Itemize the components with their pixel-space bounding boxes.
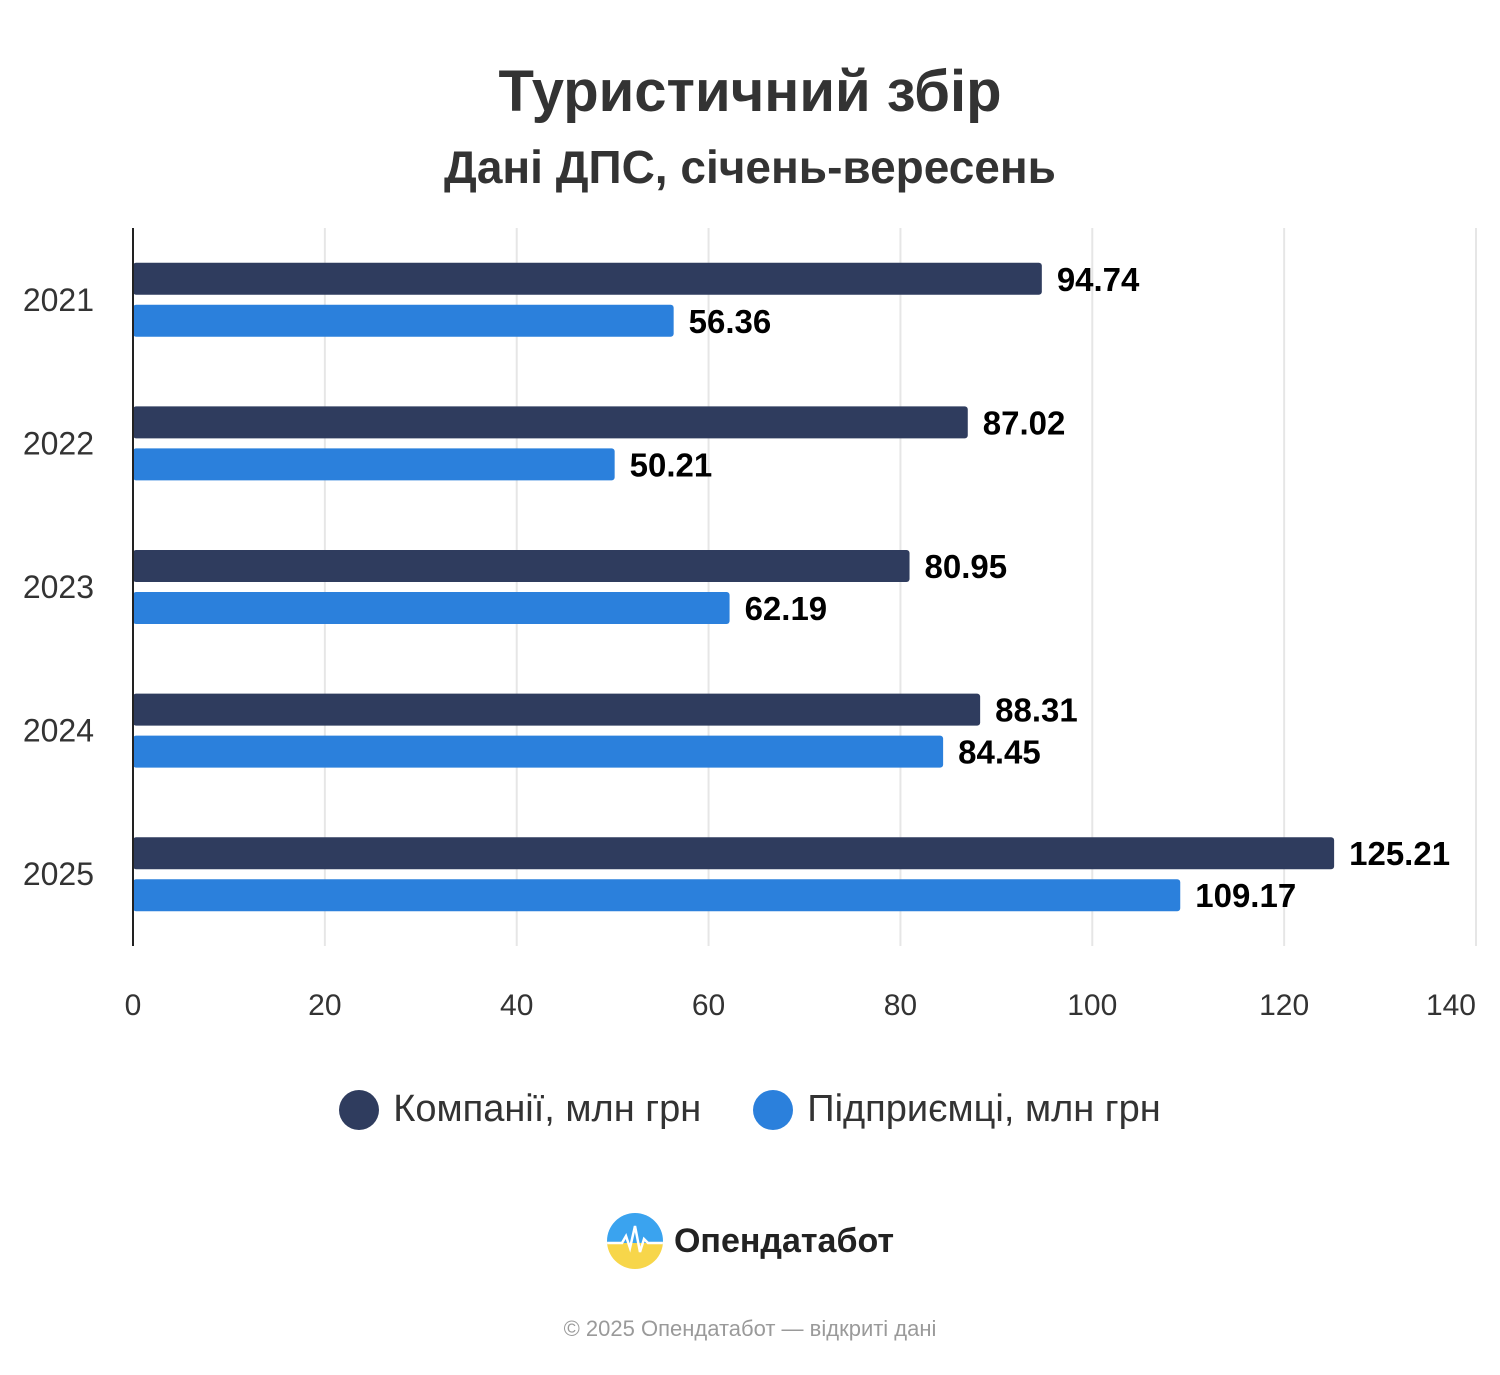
- x-tick-label: 60: [692, 989, 725, 1022]
- footer-credit: © 2025 Опендатабот — відкриті дані: [563, 1316, 937, 1341]
- category-label-2022: 2022: [23, 425, 94, 461]
- bar-entrepreneurs-2021[interactable]: [133, 304, 674, 337]
- brand-mark: Опендатабот: [0, 1212, 1500, 1270]
- data-label: 109.17: [1195, 877, 1296, 914]
- category-label-2023: 2023: [23, 569, 94, 605]
- bars: [133, 262, 1335, 912]
- opendatabot-logo-icon: [606, 1213, 663, 1269]
- data-label: 125.21: [1349, 835, 1450, 872]
- data-label: 94.74: [1057, 261, 1140, 298]
- x-tick-label: 140: [1426, 989, 1476, 1022]
- category-label-2024: 2024: [23, 713, 94, 749]
- legend-item-companies[interactable]: Компанії, млн грн: [339, 1088, 701, 1131]
- category-labels: 2021 2022 2023 2024 2025: [23, 282, 94, 892]
- brand-name: Опендатабот: [673, 1221, 895, 1260]
- data-label: 88.31: [995, 692, 1078, 729]
- data-label: 87.02: [983, 404, 1066, 441]
- bar-companies-2022[interactable]: [133, 406, 968, 439]
- bar-entrepreneurs-2023[interactable]: [133, 592, 730, 624]
- x-tick-label: 120: [1259, 989, 1309, 1022]
- x-tick-label: 40: [500, 989, 533, 1022]
- data-label: 84.45: [958, 734, 1041, 771]
- legend-label-companies: Компанії, млн грн: [393, 1088, 702, 1130]
- category-label-2021: 2021: [23, 282, 94, 318]
- legend: Компанії, млн грн Підприємці, млн грн: [0, 1088, 1500, 1131]
- legend-item-entrepreneurs[interactable]: Підприємці, млн грн: [753, 1088, 1161, 1131]
- bar-entrepreneurs-2024[interactable]: [133, 735, 944, 768]
- bar-companies-2024[interactable]: [133, 693, 981, 726]
- bar-entrepreneurs-2022[interactable]: [133, 448, 615, 481]
- data-label: 80.95: [925, 548, 1008, 585]
- data-label: 62.19: [745, 590, 828, 627]
- data-label: 50.21: [630, 446, 713, 483]
- x-tick-label: 20: [308, 989, 341, 1022]
- chart-title: Туристичний збір: [498, 59, 1002, 124]
- category-label-2025: 2025: [23, 856, 94, 892]
- bar-companies-2023[interactable]: [133, 550, 910, 582]
- x-tick-label: 0: [125, 989, 142, 1022]
- gridlines: [323, 228, 1477, 946]
- chart-subtitle: Дані ДПС, січень-вересень: [444, 141, 1056, 193]
- bar-companies-2021[interactable]: [133, 262, 1042, 295]
- data-label: 56.36: [689, 303, 772, 340]
- bar-entrepreneurs-2025[interactable]: [133, 879, 1181, 912]
- legend-label-entrepreneurs: Підприємці, млн грн: [807, 1088, 1161, 1130]
- x-axis-ticks: 0 20 40 60 80 100 120 140: [125, 989, 1476, 1022]
- legend-marker-entrepreneurs: [753, 1089, 794, 1130]
- data-labels: 94.74 56.36 87.02 50.21 80.95 62.19 88.31 84.45…: [630, 261, 1450, 914]
- bar-companies-2025[interactable]: [133, 837, 1335, 870]
- x-tick-label: 100: [1067, 989, 1117, 1022]
- bar-chart: 94.74 56.36 87.02 50.21 80.95 62.19 88.31 84.45…: [23, 228, 1477, 1022]
- legend-marker-companies: [339, 1089, 380, 1130]
- x-tick-label: 80: [884, 989, 917, 1022]
